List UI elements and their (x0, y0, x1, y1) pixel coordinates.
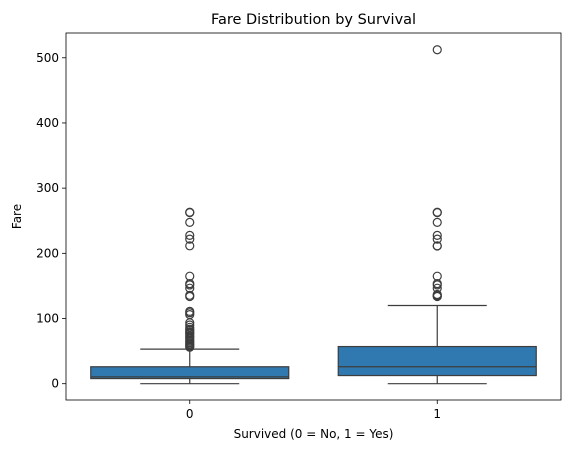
outlier-point (185, 271, 195, 281)
outlier-point (185, 207, 195, 217)
y-tick-label: 200 (36, 246, 59, 260)
outlier-point (432, 230, 442, 241)
y-tick-label: 500 (36, 51, 59, 65)
outlier-point (185, 230, 195, 241)
iqr-box (90, 366, 290, 380)
outlier-point (432, 289, 442, 300)
plot-body (90, 45, 537, 385)
box-group-0 (90, 207, 290, 385)
outlier-point (432, 207, 442, 217)
y-axis-title: Fare (10, 204, 24, 229)
outlier-point (432, 241, 442, 251)
outlier-point (432, 234, 442, 244)
y-tick-label: 100 (36, 312, 59, 326)
x-axis-title: Survived (0 = No, 1 = Yes) (234, 427, 394, 441)
x-tick-label: 1 (433, 407, 441, 421)
chart-title: Fare Distribution by Survival (211, 12, 416, 28)
iqr-box (337, 345, 537, 377)
outlier-point (432, 271, 442, 281)
x-tick-label: 0 (186, 407, 194, 421)
outlier-point (432, 217, 442, 227)
y-tick-label: 0 (51, 377, 59, 391)
outlier-point (185, 217, 195, 227)
outlier-point (185, 322, 195, 332)
outlier-point (185, 283, 195, 293)
plot-frame (65, 32, 562, 401)
y-axis: 0 100 200 300 400 500 (36, 51, 66, 391)
outlier-point (185, 241, 195, 251)
outlier-point (185, 306, 195, 317)
outlier-point (185, 234, 195, 244)
outlier-point (432, 45, 442, 55)
outlier-point (185, 290, 195, 300)
y-tick-label: 400 (36, 116, 59, 130)
y-tick-label: 300 (36, 181, 59, 195)
outlier-point (185, 320, 195, 330)
box-group-1 (337, 45, 537, 385)
outlier-point (432, 283, 442, 293)
